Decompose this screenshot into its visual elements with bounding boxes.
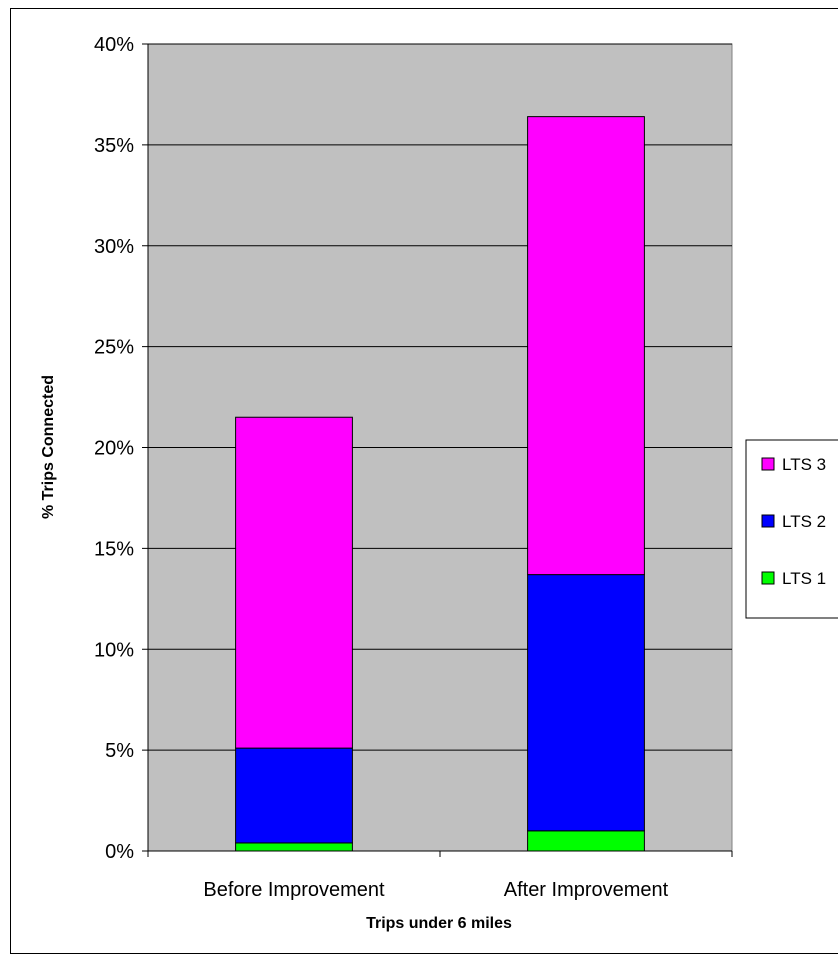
legend-label: LTS 1 — [782, 569, 826, 588]
bars — [235, 116, 645, 852]
legend-label: LTS 3 — [782, 455, 826, 474]
legend-label: LTS 2 — [782, 512, 826, 531]
legend-swatch — [761, 457, 775, 471]
y-tick-label: 40% — [94, 34, 134, 56]
y-tick-labels: 0% 5% 10% 15% 20% 25% 30% 35% 40% — [94, 34, 134, 863]
bar-segment-lts-3 — [235, 416, 353, 749]
y-tick-label: 30% — [94, 236, 134, 258]
bar-segment-lts-3 — [527, 116, 645, 576]
bar-segment-lts-1 — [527, 830, 645, 852]
y-tick-label: 35% — [94, 135, 134, 157]
y-tick-label: 10% — [94, 639, 134, 661]
bar-segment-lts-2 — [235, 747, 353, 844]
bar-segment-lts-1 — [235, 842, 353, 852]
x-category-label: After Improvement — [504, 879, 669, 901]
x-tick-labels: Before Improvement After Improvement — [203, 879, 668, 901]
x-category-label: Before Improvement — [203, 879, 385, 901]
x-axis-title: Trips under 6 miles — [366, 915, 512, 932]
legend-swatch — [761, 571, 775, 585]
legend-swatch — [761, 514, 775, 528]
y-tick-label: 25% — [94, 337, 134, 359]
y-tick-label: 0% — [105, 841, 134, 863]
legend-box — [745, 439, 838, 619]
y-tick-label: 5% — [105, 740, 134, 762]
y-axis-title: % Trips Connected — [40, 375, 57, 519]
y-tick-label: 20% — [94, 438, 134, 460]
y-tick-label: 15% — [94, 538, 134, 560]
bar-segment-lts-2 — [527, 574, 645, 832]
legend: LTS 3 LTS 2 LTS 1 — [745, 439, 838, 619]
axes — [142, 43, 733, 857]
